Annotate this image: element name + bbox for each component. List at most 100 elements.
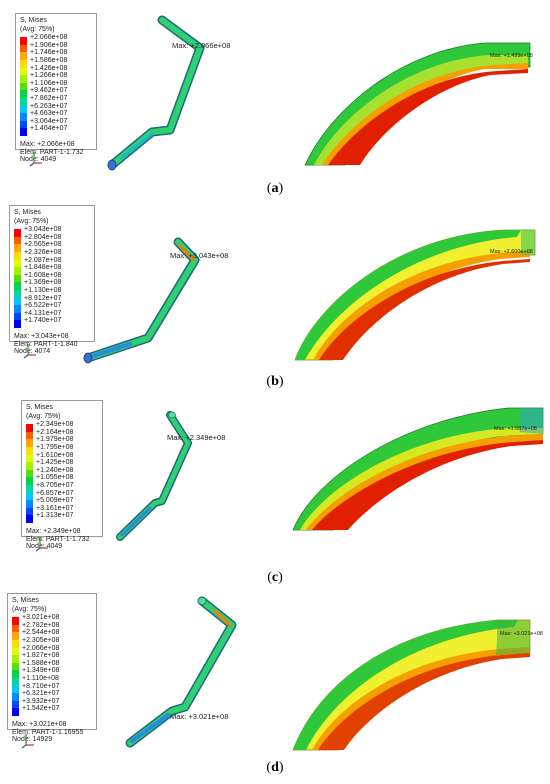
legend-elem: Elem: PART-1-1.840 [14,340,78,348]
color-swatch [26,500,33,508]
color-swatch [12,708,19,716]
color-swatch [12,647,19,656]
legend-value: +1.313e+07 [36,512,74,520]
stress-legend: S, Mises (Avg: 75%) +3.021e+08 +2.782e+0… [7,593,97,743]
legend-node: Node: 4049 [26,543,63,551]
legend-max: Max: +2.066e+08 [20,140,75,148]
zoomed-bend-model: Max: +2.600e+08 [294,229,536,361]
color-swatch [20,44,27,53]
panel-caption: (d) [266,760,284,775]
color-swatch [26,469,33,478]
color-swatch [12,617,19,625]
color-swatch [20,128,27,136]
panel-caption: (c) [267,570,283,585]
color-swatch [20,75,27,83]
legend-max: Max: +2.349e+08 [26,527,81,535]
legend-value: +9.462e+07 [30,87,68,95]
color-swatch [12,624,19,633]
stress-legend: S, Mises (Avg: 75%) +3.043e+08 +2.804e+0… [9,205,95,355]
color-swatch [20,120,27,129]
legend-max: Max: +3.021e+08 [12,720,67,728]
legend-value: +2.804e+08 [24,233,62,241]
color-swatch [26,484,33,493]
legend-title: S, Mises [12,597,39,604]
color-swatch [20,90,27,98]
pipe-max-label: Max: +2.066e+08 [172,41,230,50]
stress-legend: S, Mises (Avg: 75%) +2.066e+08 +1.906e+0… [15,13,97,163]
color-swatch [14,312,21,321]
zoom-max-label: Max: +1.687e+08 [494,426,537,432]
color-swatch [14,274,21,283]
legend-value: +2.782e+08 [22,621,60,629]
zoomed-bend-model: Max: +3.021e+08 [292,619,543,751]
legend-value: +1.542e+07 [22,705,60,713]
pipe-model: Max: +3.043e+08 [83,237,228,364]
color-scale [12,617,19,716]
legend-node: Node: 4049 [20,156,57,164]
color-swatch [20,105,27,114]
color-swatch [26,424,33,432]
legend-title: S, Mises [26,404,53,411]
legend-elem: Elem: PART-1-1.732 [26,535,90,543]
legend-avg: (Avg: 75%) [20,25,55,33]
legend-value: +1.586e+08 [30,56,68,64]
legend-avg: (Avg: 75%) [26,412,61,420]
color-swatch [12,670,19,678]
pipe-max-label: Max: +2.349e+08 [167,433,225,442]
legend-value: +6.321e+07 [22,690,60,698]
legend-value: +1.588e+08 [22,659,60,667]
zoom-max-label: Max: +2.600e+08 [490,249,533,255]
legend-value: +1.464e+07 [30,125,68,133]
legend-value: +2.305e+08 [22,636,60,644]
legend-value: +2.164e+08 [36,428,74,436]
color-swatch [20,113,27,121]
color-swatch [14,259,21,268]
color-scale [26,424,33,523]
legend-max: Max: +3.043e+08 [14,332,69,340]
legend-value: +6.857e+07 [36,489,74,497]
legend-value: +1.608e+08 [24,271,62,279]
color-swatch [20,59,27,68]
legend-value: +3.932e+07 [22,697,60,705]
color-swatch [20,37,27,45]
color-swatch [12,677,19,686]
color-swatch [14,289,21,298]
legend-value: +2.544e+08 [22,629,60,637]
panel-d: S, Mises (Avg: 75%) +3.021e+08 +2.782e+0… [0,590,550,784]
legend-value: +1.979e+08 [36,436,74,444]
legend-value: +3.064e+07 [30,117,68,125]
legend-value: +1.848e+08 [24,264,62,272]
legend-value: +3.043e+08 [24,226,62,234]
legend-value: +1.240e+08 [36,466,74,474]
axis-triad-icon [23,344,36,359]
legend-value: +1.110e+08 [22,674,59,682]
color-swatch [14,229,21,237]
legend-avg: (Avg: 75%) [12,605,47,613]
color-swatch [12,655,19,663]
legend-value: +6.263e+07 [30,102,68,110]
legend-value: +2.087e+08 [24,256,62,264]
legend-elem: Elem: PART-1-1.732 [20,148,84,156]
color-swatch [14,297,21,306]
legend-value: +1.827e+08 [22,652,60,660]
legend-value: +1.130e+08 [24,286,62,294]
legend-value: +8.912e+07 [24,294,62,302]
legend-value: +1.610e+08 [36,451,74,459]
color-swatch [14,251,21,260]
panel-b: S, Mises (Avg: 75%) +3.043e+08 +2.804e+0… [0,200,550,395]
color-swatch [12,632,19,640]
legend-value: +7.862e+07 [30,94,68,102]
legend-value: +2.326e+08 [24,248,62,256]
legend-value: +3.161e+07 [36,504,74,512]
legend-value: +1.266e+08 [30,72,68,80]
axis-triad-icon [35,537,48,552]
color-swatch [14,267,21,275]
legend-title: S, Mises [14,209,41,216]
color-scale [14,229,21,328]
legend-value: +3.021e+08 [22,614,60,622]
legend-value: +1.369e+08 [24,279,62,287]
legend-value: +2.066e+08 [30,34,68,42]
pipe-model: Max: +2.066e+08 [107,15,230,171]
color-swatch [26,439,33,447]
color-swatch [26,477,33,485]
